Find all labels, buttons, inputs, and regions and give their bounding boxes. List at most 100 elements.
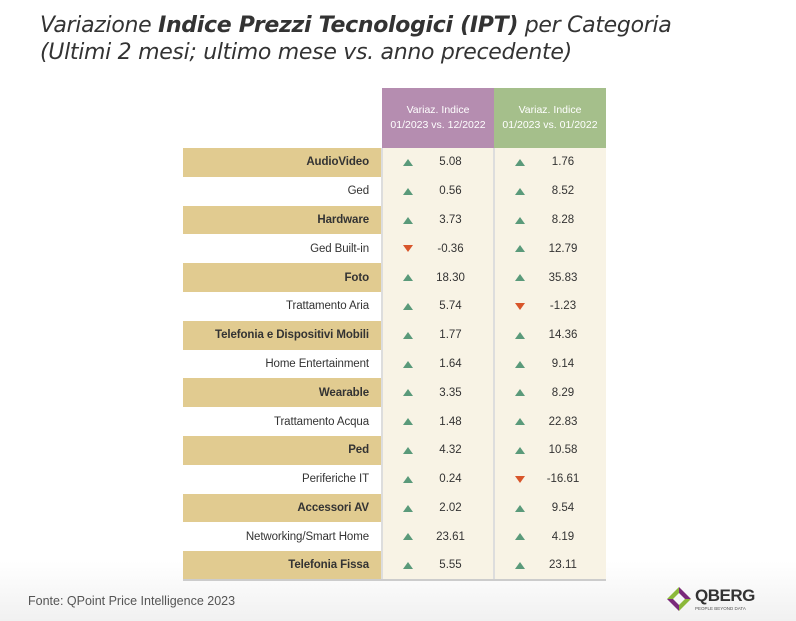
value: 8.52	[551, 185, 575, 198]
value-cell: -16.61	[493, 464, 606, 494]
value: 3.35	[439, 386, 462, 399]
table-row: Ped 4.32 10.58	[183, 435, 606, 465]
category-label: Ped	[183, 435, 382, 465]
arrow-up-icon	[515, 274, 525, 282]
value-cell: 8.29	[493, 378, 606, 408]
column-header-yearly-line2: 01/2023 vs. 01/2022	[502, 119, 598, 131]
logo-tagline: PEOPLE BEYOND DATA	[695, 606, 746, 611]
value-cell: 5.74	[381, 291, 494, 321]
value: 4.32	[439, 444, 462, 457]
qberg-logo-icon	[667, 587, 691, 611]
value-cell: 3.35	[381, 378, 494, 408]
title-post: per Categoria	[518, 13, 672, 38]
empty-header	[183, 88, 382, 148]
arrow-up-icon	[515, 216, 525, 224]
arrow-up-icon	[403, 274, 413, 282]
value-cell: 14.36	[493, 320, 606, 350]
arrow-up-icon	[403, 331, 413, 339]
value-cell: 10.58	[493, 435, 606, 465]
arrow-up-icon	[515, 446, 525, 454]
value: 0.56	[439, 185, 462, 198]
category-label: Accessori AV	[183, 493, 382, 523]
table-row: Wearable 3.35 8.29	[183, 378, 606, 408]
table-row: Telefonia e Dispositivi Mobili 1.77 14.36	[183, 320, 606, 350]
arrow-up-icon	[403, 562, 413, 570]
table-row: Home Entertainment 1.64 9.14	[183, 349, 606, 379]
source-note: Fonte: QPoint Price Intelligence 2023	[28, 594, 236, 608]
table-row: Telefonia Fissa 5.55 23.11	[183, 551, 606, 581]
value: 8.28	[551, 213, 575, 226]
value-cell: 23.11	[493, 551, 606, 581]
arrow-up-icon	[403, 446, 413, 454]
ipt-table: Variaz. Indice 01/2023 vs. 12/2022 Variaz…	[183, 88, 606, 581]
table-row: Accessori AV 2.02 9.54	[183, 493, 606, 523]
arrow-up-icon	[403, 360, 413, 368]
column-header-yearly: Variaz. Indice 01/2023 vs. 01/2022	[494, 88, 606, 148]
arrow-up-icon	[403, 504, 413, 512]
value: 22.83	[548, 415, 578, 428]
arrow-up-icon	[515, 418, 525, 426]
arrow-down-icon	[515, 475, 525, 483]
value-cell: 35.83	[493, 263, 606, 292]
value: 14.36	[548, 329, 578, 342]
value: 23.11	[549, 559, 577, 572]
value-cell: 3.73	[381, 205, 494, 235]
table-row: Trattamento Aria 5.74 -1.23	[183, 291, 606, 321]
table-row: Foto 18.30 35.83	[183, 263, 606, 292]
value: 1.77	[439, 329, 462, 342]
arrow-down-icon	[403, 245, 413, 253]
category-label: AudioVideo	[183, 148, 382, 177]
title-bold: Indice Prezzi Tecnologici (IPT)	[158, 13, 519, 38]
value: 5.55	[439, 559, 462, 572]
category-label: Home Entertainment	[183, 349, 382, 379]
arrow-up-icon	[403, 389, 413, 397]
table-row: Networking/Smart Home 23.61 4.19	[183, 522, 606, 552]
value-cell: 8.52	[493, 176, 606, 206]
value: 23.61	[436, 530, 465, 543]
value: 18.30	[436, 271, 465, 284]
column-header-yearly-line1: Variaz. Indice	[518, 104, 582, 116]
value: 5.74	[439, 300, 462, 313]
value-cell: 12.79	[493, 234, 606, 264]
value-cell: 0.56	[381, 176, 494, 206]
value: -16.61	[546, 473, 580, 486]
value: 12.79	[548, 242, 578, 255]
category-label: Ged	[183, 176, 382, 206]
column-header-monthly: Variaz. Indice 01/2023 vs. 12/2022	[382, 88, 494, 148]
value: 3.73	[439, 213, 462, 226]
arrow-up-icon	[403, 302, 413, 310]
value: 1.64	[439, 357, 462, 370]
value: 5.08	[439, 156, 462, 169]
table-row: Trattamento Acqua 1.48 22.83	[183, 407, 606, 436]
logo-text: QBERG	[695, 586, 755, 605]
arrow-up-icon	[515, 360, 525, 368]
title-pre: Variazione	[40, 13, 159, 38]
value: 35.83	[548, 271, 578, 284]
arrow-up-icon	[515, 187, 525, 195]
arrow-up-icon	[515, 331, 525, 339]
arrow-up-icon	[515, 389, 525, 397]
title-subtitle: (Ultimi 2 mesi; ultimo mese vs. anno pre…	[40, 40, 572, 65]
value-cell: 23.61	[381, 522, 494, 552]
qberg-logo: QBERG PEOPLE BEYOND DATA	[666, 586, 755, 612]
arrow-up-icon	[403, 216, 413, 224]
value-cell: 5.08	[381, 148, 494, 177]
value-cell: 8.28	[493, 205, 606, 235]
table-row: Ged 0.56 8.52	[183, 176, 606, 206]
arrow-up-icon	[515, 533, 525, 541]
value-cell: 2.02	[381, 493, 494, 523]
arrow-up-icon	[403, 533, 413, 541]
value-cell: 9.14	[493, 349, 606, 379]
value-cell: 1.77	[381, 320, 494, 350]
table-row: AudioVideo 5.08 1.76	[183, 148, 606, 177]
arrow-up-icon	[403, 187, 413, 195]
value-cell: 0.24	[381, 464, 494, 494]
value: -0.36	[437, 242, 464, 255]
value-cell: 1.64	[381, 349, 494, 379]
value-cell: -0.36	[381, 234, 494, 264]
table-row: Periferiche IT 0.24 -16.61	[183, 464, 606, 494]
value-cell: 1.48	[381, 407, 494, 436]
column-header-monthly-line2: 01/2023 vs. 12/2022	[390, 119, 486, 131]
value-cell: 1.76	[493, 148, 606, 177]
value-cell: 4.19	[493, 522, 606, 552]
